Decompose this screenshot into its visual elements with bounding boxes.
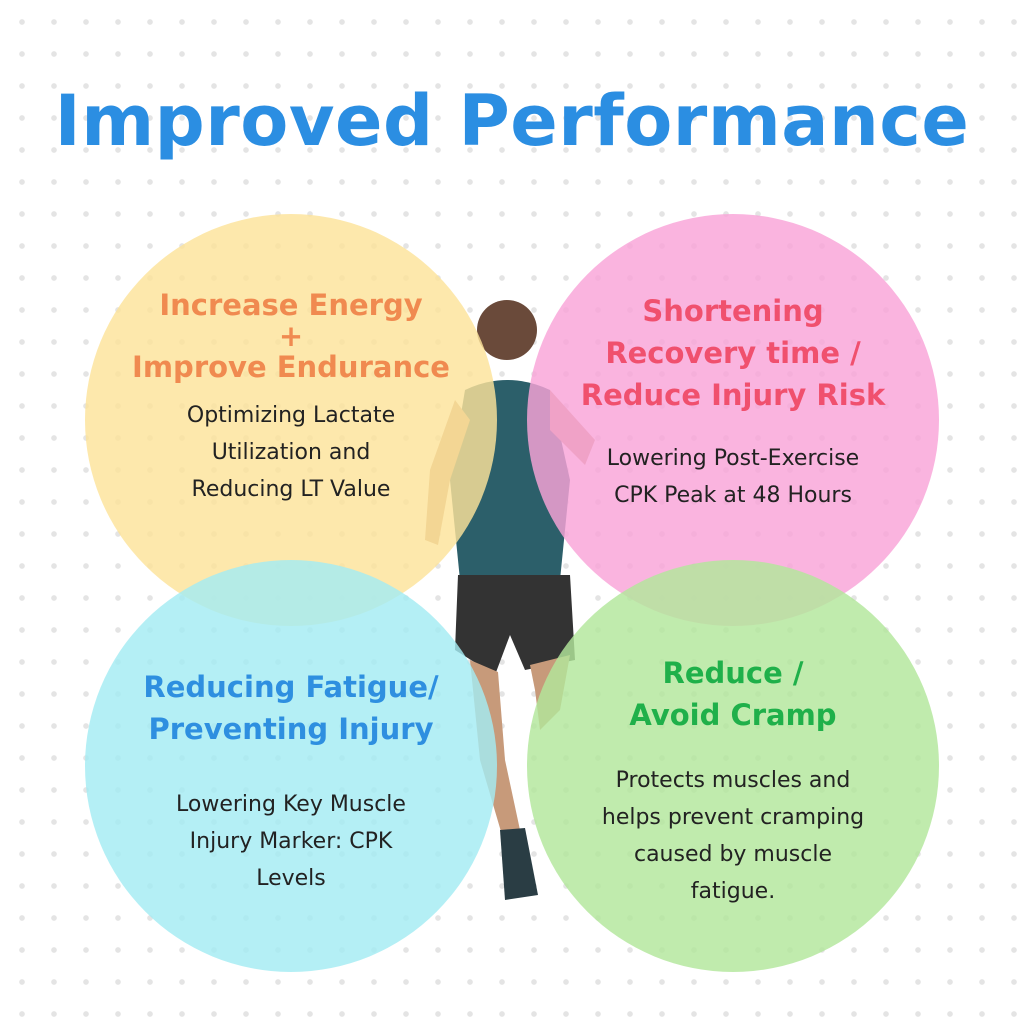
quadrant-heading: Increase Energy + Improve Endurance [101, 290, 481, 383]
quadrant-cramp: Reduce / Avoid Cramp Protects muscles an… [543, 652, 923, 910]
heading-line: Recovery time / [605, 336, 861, 370]
quadrant-recovery: Shortening Recovery time / Reduce Injury… [543, 290, 923, 514]
body-line: Lowering Post-Exercise [606, 446, 860, 471]
heading-line: Increase Energy [159, 288, 423, 322]
circle-energy [85, 214, 497, 626]
heading-line: + [278, 319, 304, 353]
circle-fatigue [85, 560, 497, 972]
quadrant-heading: Reduce / Avoid Cramp [543, 652, 923, 736]
quadrant-energy: Increase Energy + Improve Endurance Opti… [101, 290, 481, 508]
body-line: Optimizing Lactate [186, 403, 396, 428]
heading-line: Reduce / [662, 656, 804, 690]
heading-line: Preventing Injury [148, 712, 434, 746]
circle-cramp [527, 560, 939, 972]
heading-line: Reducing Fatigue/ [143, 670, 439, 704]
quadrant-fatigue: Reducing Fatigue/ Preventing Injury Lowe… [101, 666, 481, 897]
body-line: Lowering Key Muscle [176, 792, 406, 817]
body-line: Levels [256, 866, 326, 891]
circle-recovery [527, 214, 939, 626]
body-line: Protects muscles and [615, 768, 851, 793]
body-line: caused by muscle [633, 842, 833, 867]
quadrant-body: Lowering Key Muscle Injury Marker: CPK L… [101, 786, 481, 897]
quadrant-body: Protects muscles and helps prevent cramp… [543, 762, 923, 910]
body-line: Reducing LT Value [191, 477, 391, 502]
quadrant-heading: Reducing Fatigue/ Preventing Injury [101, 666, 481, 750]
quadrant-body: Optimizing Lactate Utilization and Reduc… [101, 397, 481, 508]
quadrant-heading: Shortening Recovery time / Reduce Injury… [543, 290, 923, 416]
page-title: Improved Performance [54, 80, 970, 162]
body-line: Injury Marker: CPK [189, 829, 393, 854]
quadrant-body: Lowering Post-Exercise CPK Peak at 48 Ho… [543, 440, 923, 514]
body-line: helps prevent cramping [601, 805, 865, 830]
heading-line: Improve Endurance [132, 350, 450, 384]
heading-line: Avoid Cramp [629, 698, 837, 732]
body-line: Utilization and [211, 440, 371, 465]
heading-line: Shortening [642, 294, 824, 328]
heading-line: Reduce Injury Risk [580, 378, 886, 412]
body-line: CPK Peak at 48 Hours [614, 483, 852, 508]
body-line: fatigue. [690, 879, 776, 904]
